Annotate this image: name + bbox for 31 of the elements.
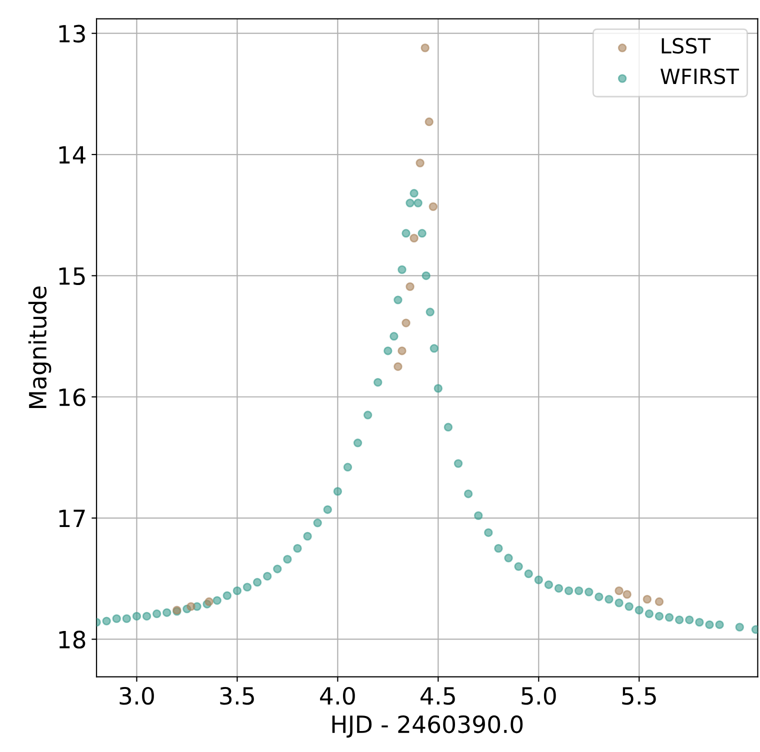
x-tick-label: 4.0 <box>320 686 355 705</box>
point <box>416 158 424 168</box>
point <box>402 318 410 328</box>
y-tick-label: 13 <box>59 24 85 43</box>
point <box>186 602 196 611</box>
y-tick-label: 18 <box>59 630 86 649</box>
legend-label: WFIRST <box>660 68 740 84</box>
x-tick-label: 4.5 <box>420 687 455 705</box>
y-tick-label: 14 <box>59 146 86 164</box>
x-tick-label: 5.0 <box>522 686 556 705</box>
y-tick-label: 16 <box>59 388 86 406</box>
point <box>406 282 414 291</box>
point <box>394 362 402 371</box>
point <box>428 202 438 211</box>
point <box>424 117 434 126</box>
point <box>622 590 632 599</box>
point <box>420 44 430 52</box>
x-axis-title: HJD - 2460390.0 <box>332 715 523 738</box>
point <box>410 234 418 243</box>
point <box>642 594 652 604</box>
point <box>204 597 214 606</box>
x-tick-label: 3.0 <box>120 686 154 705</box>
y-tick-label: 15 <box>59 267 85 286</box>
point <box>398 346 406 356</box>
x-tick-label: 3.5 <box>220 686 254 705</box>
legend-label: LSST <box>662 38 711 54</box>
point <box>654 597 664 606</box>
y-tick-label: 17 <box>59 510 85 528</box>
y-axis-title: Magnitude <box>28 286 52 408</box>
x-tick-label: 5.5 <box>622 687 656 705</box>
point <box>614 586 624 596</box>
